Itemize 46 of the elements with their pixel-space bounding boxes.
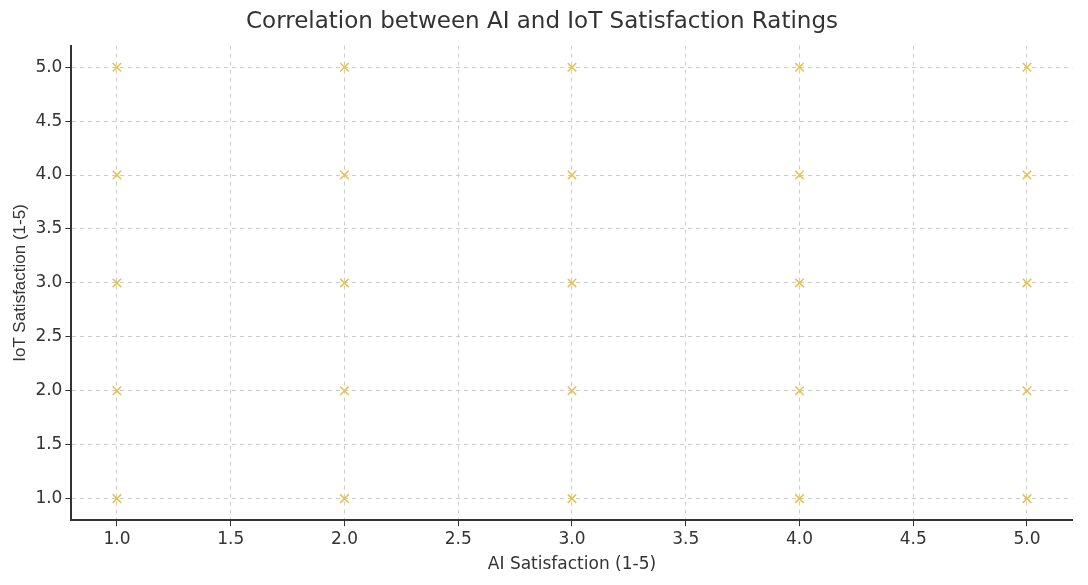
- point: [111, 277, 122, 288]
- y-tick-label: 1.5: [35, 433, 63, 454]
- point: [794, 277, 805, 288]
- point: [794, 385, 805, 396]
- point: [1022, 385, 1032, 396]
- x-tick-label: 5.0: [1013, 527, 1041, 548]
- point: [1022, 493, 1032, 504]
- x-tick-label: 1.5: [217, 527, 245, 548]
- point: [111, 62, 122, 73]
- point: [1022, 170, 1032, 181]
- point: [111, 385, 122, 396]
- point: [339, 170, 350, 181]
- y-tick-label: 4.5: [35, 109, 63, 130]
- y-tick-label: 2.5: [35, 325, 63, 346]
- point: [794, 62, 805, 73]
- x-tick-label: 2.0: [330, 527, 358, 548]
- point: [794, 493, 805, 504]
- x-tick-label: 3.0: [558, 527, 586, 548]
- y-tick-label: 1.0: [35, 487, 63, 508]
- point: [339, 385, 350, 396]
- y-tick-label: 2.0: [35, 379, 63, 400]
- point: [339, 493, 350, 504]
- y-tick-label: 3.0: [35, 271, 63, 292]
- point: [111, 493, 122, 504]
- x-tick-label: 4.0: [785, 527, 814, 548]
- point: [566, 277, 577, 288]
- point: [566, 170, 577, 181]
- x-tick-label: 3.5: [672, 527, 700, 548]
- y-axis-title: IoT Satisfaction (1-5): [9, 204, 29, 362]
- y-tick-label: 5.0: [35, 55, 63, 76]
- point: [339, 62, 350, 73]
- x-tick-label: 4.5: [899, 527, 927, 548]
- point: [111, 170, 122, 181]
- chart-title: Correlation between AI and IoT Satisfaction Ratings: [246, 6, 838, 33]
- point: [566, 62, 577, 73]
- point: [1022, 277, 1032, 288]
- point: [794, 170, 805, 181]
- x-tick-label: 2.5: [444, 527, 472, 548]
- point: [1022, 62, 1032, 73]
- x-tick-label: 1.0: [103, 527, 131, 548]
- point: [339, 277, 350, 288]
- y-tick-label: 3.5: [35, 217, 63, 238]
- point: [566, 385, 577, 396]
- y-tick-label: 4.0: [35, 163, 63, 184]
- x-axis-title: AI Satisfaction (1-5): [487, 553, 657, 574]
- point: [566, 493, 577, 504]
